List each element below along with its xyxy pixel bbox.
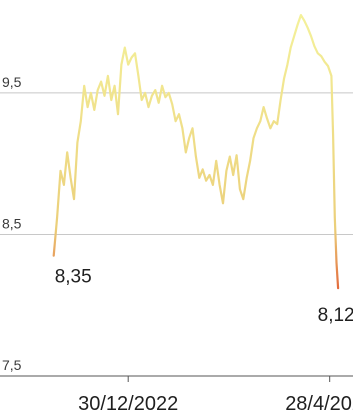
data-label: 8,12 (318, 305, 353, 326)
y-tick-label: 9,5 (2, 74, 22, 90)
y-tick-label: 8,5 (2, 215, 22, 231)
x-tick-label: 28/4/2023 (285, 393, 353, 415)
y-tick-label: 7,5 (2, 357, 22, 373)
series-line (52, 14, 340, 290)
label-layer: 8,35 8,12 (55, 267, 353, 327)
grid-layer: 9,5 8,5 7,5 (0, 74, 353, 373)
series-layer (52, 14, 340, 290)
data-label: 8,35 (55, 267, 92, 288)
x-axis: 30/12/2022 28/4/2023 (0, 375, 353, 415)
x-tick-label: 30/12/2022 (78, 393, 178, 415)
